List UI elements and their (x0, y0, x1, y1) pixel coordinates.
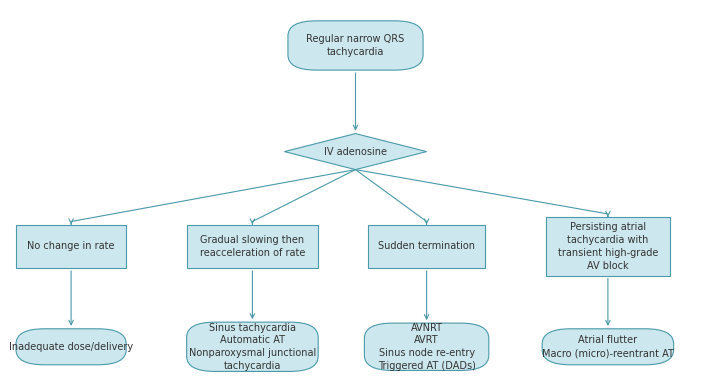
FancyBboxPatch shape (186, 322, 318, 371)
Text: No change in rate: No change in rate (27, 241, 115, 251)
Bar (546, 217, 670, 276)
Text: Regular narrow QRS
tachycardia: Regular narrow QRS tachycardia (306, 34, 405, 57)
FancyBboxPatch shape (16, 329, 127, 365)
FancyBboxPatch shape (364, 323, 489, 371)
Polygon shape (284, 134, 427, 170)
Text: Inadequate dose/delivery: Inadequate dose/delivery (9, 342, 133, 352)
Text: Atrial flutter
Macro (micro)-reentrant AT: Atrial flutter Macro (micro)-reentrant A… (542, 335, 674, 358)
FancyBboxPatch shape (288, 21, 423, 70)
Text: AVNRT
AVRT
Sinus node re-entry
Triggered AT (DADs): AVNRT AVRT Sinus node re-entry Triggered… (378, 323, 476, 371)
Text: Gradual slowing then
reacceleration of rate: Gradual slowing then reacceleration of r… (200, 235, 305, 258)
Text: IV adenosine: IV adenosine (324, 147, 387, 157)
Bar (186, 224, 318, 268)
Bar (16, 224, 127, 268)
Text: Persisting atrial
tachycardia with
transient high-grade
AV block: Persisting atrial tachycardia with trans… (557, 222, 658, 271)
FancyBboxPatch shape (542, 329, 674, 365)
Text: Sudden termination: Sudden termination (378, 241, 475, 251)
Bar (368, 224, 486, 268)
Text: Sinus tachycardia
Automatic AT
Nonparoxysmal junctional
tachycardia: Sinus tachycardia Automatic AT Nonparoxy… (189, 323, 316, 371)
